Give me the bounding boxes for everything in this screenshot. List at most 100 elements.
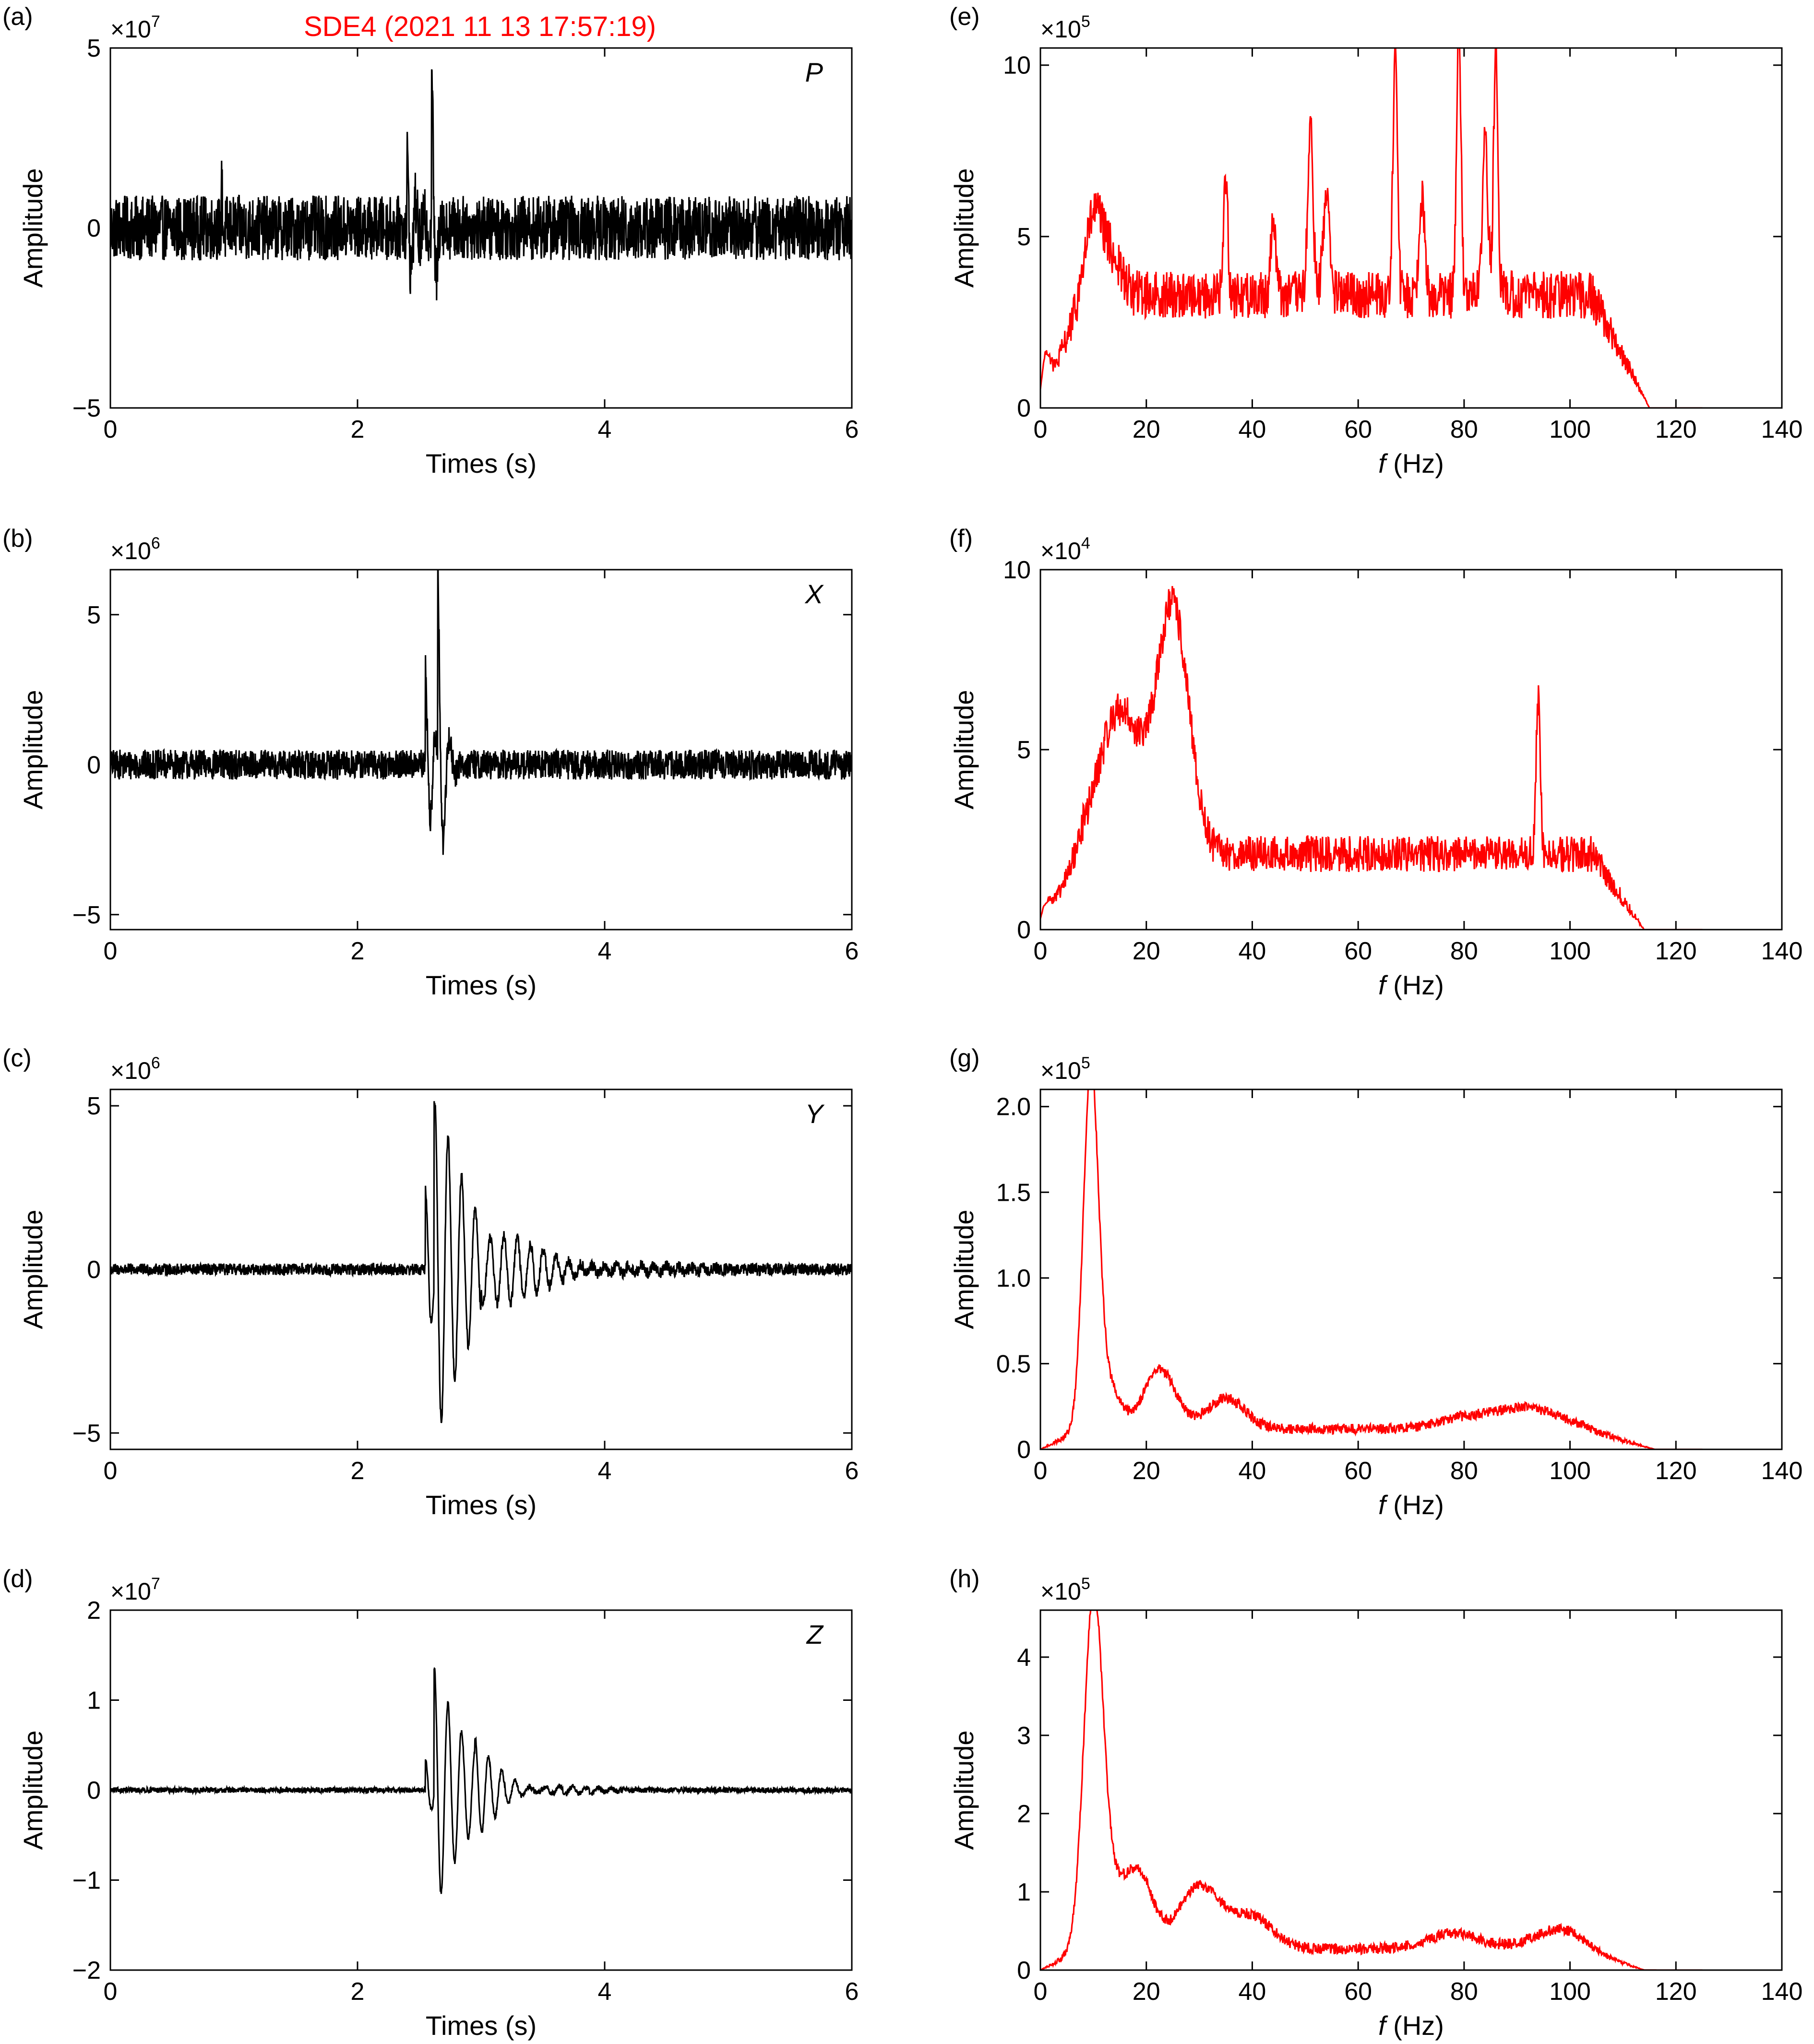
y-axis-label: Amplitude — [18, 690, 48, 809]
x-tick-label: 20 — [1133, 937, 1160, 965]
axes-frame — [1039, 47, 1783, 409]
y-tick-label: 0 — [87, 1777, 101, 1805]
x-tick-label: 100 — [1549, 1457, 1591, 1485]
y-tick-label: 1 — [1017, 1878, 1031, 1906]
panel-label: (e) — [949, 3, 980, 31]
axes-frame — [1039, 1088, 1783, 1450]
x-tick-label: 2 — [351, 1978, 365, 2006]
event-title: SDE4 (2021 11 13 17:57:19) — [304, 11, 656, 42]
series-line-b — [110, 570, 852, 855]
y-axis-label: Amplitude — [18, 168, 48, 287]
x-tick-label: 20 — [1133, 416, 1160, 443]
x-axis-label: Times (s) — [426, 448, 537, 478]
y-tick-label: 10 — [1003, 556, 1031, 584]
x-tick-label: 0 — [104, 1978, 118, 2006]
x-axis-label: f (Hz) — [1378, 2010, 1444, 2041]
y-tick-label: 5 — [87, 601, 101, 629]
x-tick-label: 40 — [1239, 1978, 1266, 2006]
y-tick-label: 5 — [87, 35, 101, 62]
x-tick-label: 0 — [1034, 1457, 1048, 1485]
x-axis-label: Times (s) — [426, 1490, 537, 1520]
x-tick-label: 2 — [351, 416, 365, 443]
y-tick-label: 2 — [1017, 1800, 1031, 1828]
x-tick-label: 40 — [1239, 1457, 1266, 1485]
scale-multiplier: ×107 — [110, 12, 160, 43]
x-tick-label: 2 — [351, 937, 365, 965]
x-tick-label: 120 — [1655, 1457, 1697, 1485]
scale-multiplier: ×106 — [110, 534, 160, 564]
x-tick-label: 80 — [1450, 937, 1478, 965]
x-tick-label: 20 — [1133, 1457, 1160, 1485]
panel-label: (b) — [2, 525, 33, 552]
scale-multiplier: ×106 — [110, 1054, 160, 1084]
panel-label: (c) — [2, 1044, 32, 1072]
x-tick-label: 4 — [598, 416, 612, 443]
y-tick-label: 2 — [87, 1597, 101, 1625]
x-tick-label: 6 — [845, 937, 859, 965]
y-tick-label: 0 — [87, 1256, 101, 1284]
series-line-e — [1040, 48, 1703, 408]
axes-frame — [1039, 569, 1783, 931]
y-tick-label: −2 — [72, 1957, 101, 1984]
panel-g: 0 20 40 60 80 100 120 140 0 0.5 1.0 1.5 2.0 f (Hz) Amp… — [949, 1044, 1802, 1520]
y-axis-label: Amplitude — [949, 690, 979, 809]
scale-multiplier: ×105 — [1040, 12, 1090, 43]
series-line-c — [110, 1101, 852, 1423]
panel-label: (a) — [2, 3, 33, 31]
y-tick-label: 1.0 — [996, 1265, 1031, 1292]
y-tick-label: 10 — [1003, 52, 1031, 80]
x-tick-label: 80 — [1450, 416, 1478, 443]
scale-multiplier: ×105 — [1040, 1054, 1090, 1084]
x-tick-label: 120 — [1655, 416, 1697, 443]
panel-f: 0 20 40 60 80 100 120 140 0 5 10 f (Hz) Amplitude ×10… — [949, 525, 1802, 1000]
y-tick-label: 1.5 — [996, 1179, 1031, 1207]
axes-frame — [1039, 1609, 1783, 1971]
panel-label: (h) — [949, 1565, 980, 1593]
y-tick-label: −5 — [72, 1420, 101, 1447]
x-axis-label: Times (s) — [426, 2010, 537, 2041]
x-tick-label: 60 — [1344, 416, 1372, 443]
y-tick-label: 0 — [87, 215, 101, 242]
x-tick-label: 6 — [845, 1457, 859, 1485]
series-line-h — [1040, 1610, 1703, 1970]
x-axis-label: f (Hz) — [1378, 970, 1444, 1000]
x-tick-label: 140 — [1761, 1457, 1803, 1485]
y-tick-label: 0.5 — [996, 1350, 1031, 1378]
x-axis-label: f (Hz) — [1378, 1490, 1444, 1520]
y-tick-label: −5 — [72, 901, 101, 929]
x-tick-label: 40 — [1239, 416, 1266, 443]
x-tick-label: 2 — [351, 1457, 365, 1485]
y-tick-label: 4 — [1017, 1644, 1031, 1672]
series-line-f — [1040, 586, 1703, 930]
panel-label: (d) — [2, 1565, 33, 1593]
component-label: Z — [806, 1619, 824, 1650]
y-tick-label: 3 — [1017, 1722, 1031, 1750]
panel-label: (g) — [949, 1044, 980, 1072]
series-line-d — [110, 1667, 852, 1894]
y-axis-label: Amplitude — [18, 1730, 48, 1850]
x-tick-label: 40 — [1239, 937, 1266, 965]
x-tick-label: 100 — [1549, 937, 1591, 965]
x-tick-label: 140 — [1761, 1978, 1803, 2006]
x-tick-label: 120 — [1655, 937, 1697, 965]
x-tick-label: 0 — [104, 1457, 118, 1485]
y-tick-label: −1 — [72, 1867, 101, 1895]
x-tick-label: 0 — [1034, 1978, 1048, 2006]
x-tick-label: 0 — [104, 937, 118, 965]
y-tick-label: −5 — [72, 394, 101, 422]
y-tick-label: 2.0 — [996, 1093, 1031, 1121]
x-tick-label: 100 — [1549, 1978, 1591, 2006]
scale-multiplier: ×104 — [1040, 534, 1090, 564]
scale-multiplier: ×107 — [110, 1575, 160, 1605]
x-tick-label: 140 — [1761, 937, 1803, 965]
y-axis-label: Amplitude — [949, 168, 979, 287]
x-tick-label: 4 — [598, 1457, 612, 1485]
y-tick-label: 0 — [1017, 1436, 1031, 1464]
series-line-g — [1040, 1089, 1703, 1449]
x-tick-label: 120 — [1655, 1978, 1697, 2006]
y-tick-label: 5 — [1017, 736, 1031, 764]
scale-multiplier: ×105 — [1040, 1575, 1090, 1605]
